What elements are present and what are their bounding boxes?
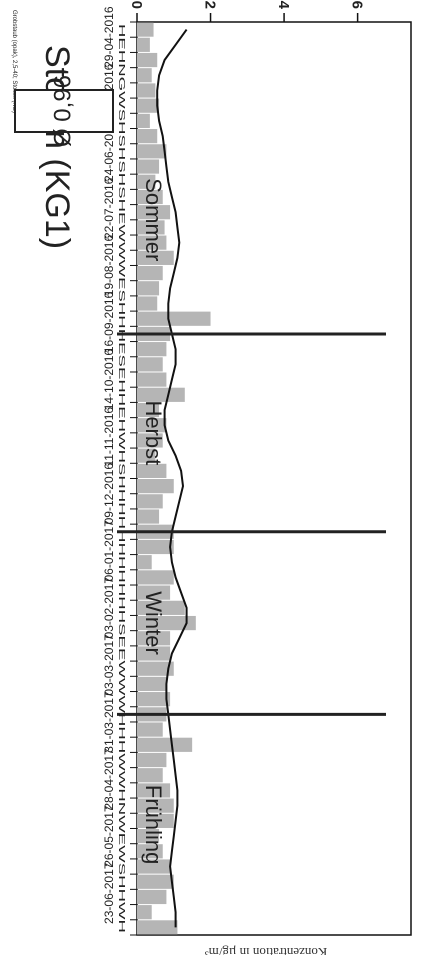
bar [136,737,193,752]
bar [136,281,160,296]
bar [136,479,174,494]
bar [137,372,167,387]
bar [136,98,160,113]
x-date-label: 03-02-2017 [102,577,116,639]
season-label: Frühling [141,785,166,864]
bar [136,570,174,585]
bar [136,585,171,600]
bar [137,433,163,448]
x-date-label: 28-04-2017 [102,748,116,810]
bar [136,615,196,631]
x-date-label: 29-04-2016 [102,6,116,68]
bar [136,509,160,524]
bar [137,129,158,144]
bar [137,37,150,52]
bar [136,813,174,828]
bar [136,798,174,813]
bar [137,52,158,68]
bar [137,600,185,615]
bar [137,844,163,859]
bar [137,113,150,129]
bar [136,828,160,844]
bar [137,296,158,311]
season-label: Herbst [141,400,166,465]
bar [136,920,178,935]
y-tick-label: 6 [349,1,366,9]
y-tick-label: 2 [202,1,219,9]
x-date-label: 09-12-2016 [102,463,116,525]
bar [137,905,152,920]
x-date-label: 11-11-2016 [102,407,116,467]
bar [137,357,163,372]
bar [136,661,174,676]
x-date-label: 14-10-2016 [102,349,116,411]
plot-area: 0 2 4 6 Sommer Herbst Winter Frühling 29-04-2016… [102,1,412,936]
chart-title: Stollen (KG1) [38,45,76,249]
weather-codes: HEHNGWSHSHSHSHEWWWESHHHESEHHEHWHSHHHHHHH… [117,24,127,933]
bar [136,692,171,707]
bar [136,159,160,174]
x-date-label: 26-05-2017 [102,805,116,867]
x-date-label: 06-01-2017 [102,520,116,582]
bar [136,646,171,661]
x-date-label: 19-08-2016 [102,235,116,297]
y-axis-label-bottom: Konzentration in µg/m³ [205,945,328,955]
bar [136,859,171,874]
bar [137,342,167,357]
bar [137,189,163,205]
bar [137,418,167,433]
bar [136,631,171,646]
bar [137,387,185,402]
bar [137,144,167,159]
chart-labels: Stollen (KG1) Grobstaub (opak), 2,5-40; … [11,10,328,955]
bar [137,220,165,235]
bar [137,752,167,768]
x-date-label: 22-07-2016 [102,177,116,239]
y-tick-label: 4 [275,1,292,10]
bar [137,68,152,83]
bar [136,783,171,798]
y-tick-label: 0 [128,1,145,9]
bar [137,555,152,570]
bar [137,463,167,478]
bar [137,768,163,783]
bar [136,539,174,555]
bar [136,83,156,98]
bar [136,250,174,265]
chart-subtitle: Grobstaub (opak), 2,5-40; Stollen (KG) [11,10,17,113]
x-date-label: 03-03-2017 [102,634,116,696]
season-label: Winter [141,591,166,655]
bar [137,311,211,326]
bar [137,494,163,509]
season-label: Sommer [141,178,166,261]
x-date-label: 16-09-2016 [102,291,116,353]
x-date-label: 31-03-2017 [102,691,116,753]
bar [136,205,171,220]
average-box: Ø 0,96 [14,75,114,147]
bar [137,722,163,737]
bar [136,402,160,418]
bar [136,174,156,189]
average-box-frame [14,89,114,133]
bar [137,235,167,250]
bar [137,265,163,281]
bar [136,22,154,37]
average-value: Ø 0,96 [49,75,76,147]
bar [137,676,167,692]
x-date-label: 23-06-2017 [102,862,116,924]
bar [136,448,156,463]
bar [136,874,174,889]
x-date-label: 24-06-2016 [102,120,116,182]
trend-line [156,29,188,928]
bar [137,889,167,905]
